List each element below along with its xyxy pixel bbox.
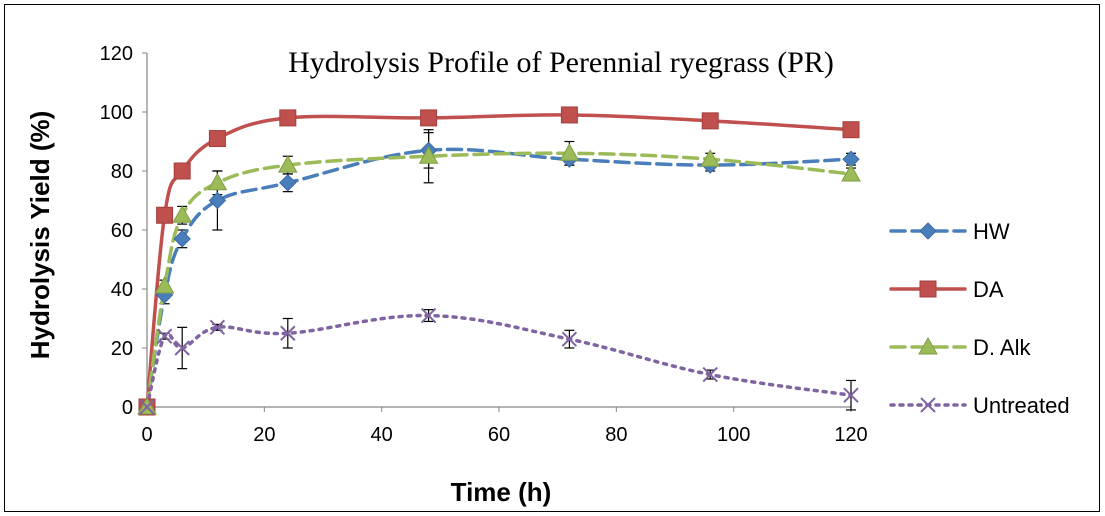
legend-label-untreated: Untreated bbox=[973, 393, 1070, 418]
series-line-da bbox=[145, 113, 853, 409]
data-point-da bbox=[173, 162, 191, 180]
legend-marker-da bbox=[919, 280, 937, 298]
y-tick-label: 100 bbox=[100, 102, 133, 124]
marker-x-stroke bbox=[209, 319, 226, 336]
data-point-d-alk bbox=[418, 146, 439, 164]
data-point-da bbox=[420, 109, 438, 127]
data-point-da bbox=[842, 121, 860, 139]
data-point-d-alk bbox=[277, 155, 298, 173]
legend-label-d-alk: D. Alk bbox=[973, 335, 1031, 360]
data-point-untreated bbox=[843, 387, 859, 403]
marker-x-stroke bbox=[420, 307, 437, 324]
data-point-untreated bbox=[702, 366, 718, 383]
legend-marker-untreated bbox=[920, 397, 936, 413]
series-markers bbox=[137, 106, 861, 416]
error-bars bbox=[159, 129, 856, 411]
x-tick-label: 100 bbox=[717, 424, 750, 446]
chart-frame: 0 20 40 60 80 100 120 0 20 40 60 80 100 120 Hydrolysi… bbox=[4, 4, 1100, 512]
data-point-untreated bbox=[280, 325, 296, 341]
axes bbox=[142, 52, 852, 412]
data-point-d-alk bbox=[154, 276, 175, 294]
data-point-untreated bbox=[561, 331, 578, 347]
data-point-untreated bbox=[209, 319, 226, 336]
series-line-hw bbox=[145, 147, 853, 409]
data-point-d-alk bbox=[172, 205, 193, 223]
chart-title: Hydrolysis Profile of Perennial ryegrass… bbox=[288, 46, 834, 79]
marker-x-stroke bbox=[174, 340, 190, 356]
data-point-da bbox=[208, 130, 226, 148]
data-point-untreated bbox=[420, 307, 437, 324]
marker-x-stroke bbox=[843, 387, 859, 403]
y-tick-label: 40 bbox=[111, 279, 133, 301]
data-point-d-alk bbox=[841, 163, 861, 182]
data-point-da bbox=[701, 112, 719, 130]
x-tick-label: 0 bbox=[141, 424, 152, 446]
x-tick-label: 80 bbox=[605, 424, 627, 446]
y-tick-label: 20 bbox=[111, 338, 133, 360]
marker-x-stroke bbox=[561, 331, 578, 347]
data-point-untreated bbox=[174, 340, 190, 356]
data-point-d-alk bbox=[700, 149, 721, 167]
legend-label-hw: HW bbox=[973, 219, 1010, 244]
data-point-hw bbox=[173, 230, 191, 248]
marker-x-stroke bbox=[920, 397, 936, 413]
y-tick-label: 60 bbox=[111, 220, 133, 242]
marker-x-stroke bbox=[156, 328, 173, 344]
data-point-d-alk bbox=[559, 143, 580, 161]
y-tick-label: 0 bbox=[122, 397, 133, 419]
series-line-d-alk bbox=[145, 151, 853, 409]
x-tick-label: 40 bbox=[371, 424, 393, 446]
y-tick-label: 120 bbox=[100, 43, 133, 65]
data-point-hw bbox=[279, 174, 297, 192]
marker-x-stroke bbox=[702, 366, 718, 383]
data-point-da bbox=[279, 109, 297, 127]
legend-marker-d-alk bbox=[918, 336, 938, 355]
x-axis-title: Time (h) bbox=[451, 477, 552, 507]
data-point-hw bbox=[208, 191, 227, 210]
chart-svg: 0 20 40 60 80 100 120 0 20 40 60 80 100 120 Hydrolysi… bbox=[25, 43, 1070, 507]
x-tick-label: 60 bbox=[488, 424, 510, 446]
y-axis-title: Hydrolysis Yield (%) bbox=[25, 111, 55, 360]
y-tick-label: 80 bbox=[111, 161, 133, 183]
data-point-d-alk bbox=[207, 172, 228, 191]
data-point-untreated bbox=[156, 328, 173, 344]
series-lines bbox=[145, 113, 853, 409]
marker-x-stroke bbox=[280, 325, 296, 341]
x-tick-label: 20 bbox=[253, 424, 275, 446]
data-point-da bbox=[560, 106, 578, 124]
data-point-da bbox=[156, 206, 174, 224]
legend: HW DA D. Alk Untreated bbox=[889, 219, 1070, 418]
tick-labels: 0 20 40 60 80 100 120 0 20 40 60 80 100 120 bbox=[100, 43, 868, 446]
x-tick-label: 120 bbox=[834, 424, 867, 446]
marker-x-stroke bbox=[139, 399, 155, 415]
data-point-untreated bbox=[139, 399, 155, 415]
legend-label-da: DA bbox=[973, 277, 1004, 302]
series-line-untreated bbox=[145, 313, 853, 409]
legend-marker-hw bbox=[919, 222, 937, 240]
